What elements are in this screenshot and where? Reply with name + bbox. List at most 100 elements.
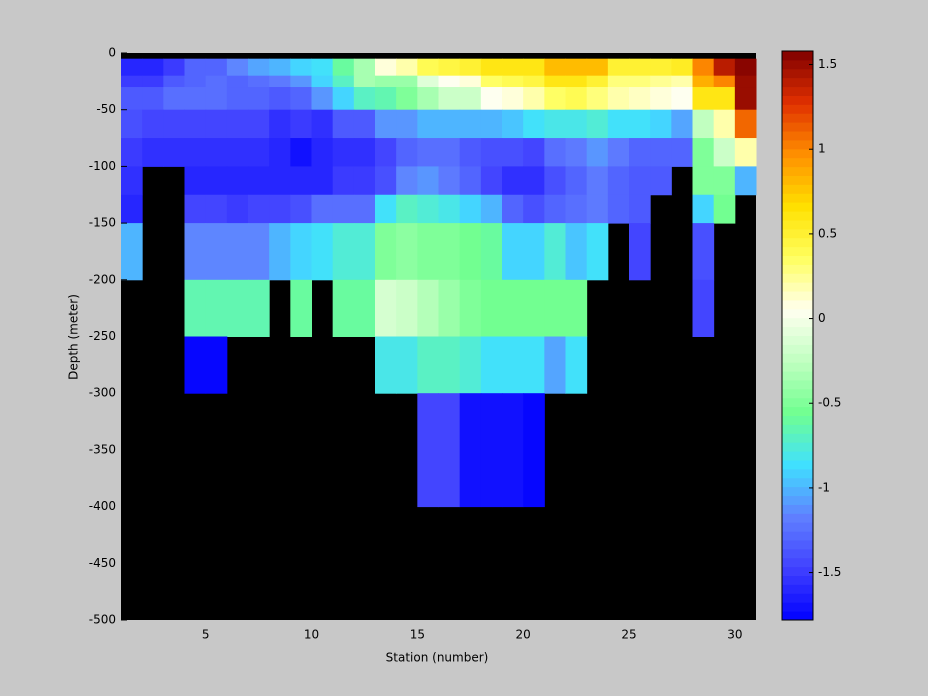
colorbar-swatch xyxy=(782,175,813,185)
colorbar-swatch xyxy=(782,148,813,159)
heatmap-cell xyxy=(163,75,185,88)
colorbar-swatch xyxy=(782,442,813,452)
heatmap-cell xyxy=(671,75,693,88)
heatmap-cell xyxy=(290,138,312,167)
heatmap-cell xyxy=(544,279,566,337)
heatmap-cell xyxy=(226,223,249,281)
heatmap-cell xyxy=(565,166,588,196)
heatmap-cell xyxy=(544,58,566,77)
heatmap-cell xyxy=(375,194,397,224)
heatmap-cell xyxy=(480,87,503,111)
heatmap-cell xyxy=(163,109,185,139)
heatmap-cell xyxy=(523,138,545,167)
colorbar-swatch xyxy=(782,299,813,310)
colorbar-swatch xyxy=(782,246,813,256)
heatmap-cell xyxy=(332,279,355,337)
heatmap-cell xyxy=(396,166,418,196)
heatmap-cell xyxy=(417,75,439,88)
colorbar-swatch xyxy=(782,166,813,176)
heatmap-cell xyxy=(629,138,651,167)
y-tick-label: -500 xyxy=(89,613,116,627)
heatmap-cell xyxy=(269,58,291,77)
heatmap-cell xyxy=(205,194,228,224)
colorbar-swatch xyxy=(782,602,813,612)
heatmap-cell xyxy=(184,109,207,139)
heatmap-cell xyxy=(184,336,207,394)
colorbar-swatch xyxy=(782,344,813,354)
heatmap-cell xyxy=(650,87,672,111)
heatmap-cell xyxy=(607,75,630,88)
heatmap-cell xyxy=(502,194,524,224)
y-tick-label: -50 xyxy=(96,102,116,116)
heatmap-cell xyxy=(396,75,418,88)
colorbar-swatch xyxy=(782,131,813,141)
heatmap-cell xyxy=(713,75,736,88)
heatmap-cell xyxy=(544,336,566,394)
heatmap-cell xyxy=(142,75,164,88)
x-tick-label: 5 xyxy=(202,628,210,642)
heatmap-cell xyxy=(544,223,566,281)
heatmap-cell xyxy=(650,109,672,139)
heatmap-cell xyxy=(417,109,439,139)
heatmap-cell xyxy=(142,138,164,167)
colorbar-swatch xyxy=(782,424,813,434)
y-tick-label: -200 xyxy=(89,272,116,286)
heatmap-cell xyxy=(565,58,588,77)
heatmap-cell xyxy=(713,166,736,196)
heatmap-cell xyxy=(417,138,439,167)
colorbar-swatch xyxy=(782,522,813,532)
y-tick-label: -350 xyxy=(89,442,116,456)
heatmap-cell xyxy=(311,194,334,224)
colorbar-swatch xyxy=(782,566,813,577)
colorbar-swatch xyxy=(782,353,813,363)
colorbar-swatch xyxy=(782,379,813,390)
heatmap-cell xyxy=(523,223,545,281)
heatmap-cell xyxy=(565,87,588,111)
heatmap-cell xyxy=(353,87,376,111)
heatmap-cell xyxy=(438,393,461,508)
colorbar-swatch xyxy=(782,282,813,292)
colorbar-swatch xyxy=(782,548,813,559)
heatmap-cell xyxy=(205,109,228,139)
colorbar-swatch xyxy=(782,397,813,408)
heatmap-cell xyxy=(121,75,143,88)
heatmap-cell xyxy=(226,109,249,139)
heatmap-cell xyxy=(417,223,439,281)
heatmap-cell xyxy=(523,194,545,224)
heatmap-cell xyxy=(502,166,524,196)
heatmap-cell xyxy=(480,194,503,224)
heatmap-cell xyxy=(692,87,715,111)
heatmap-cell xyxy=(713,194,736,224)
heatmap-cell xyxy=(396,138,418,167)
heatmap-cell xyxy=(248,279,270,337)
x-tick-label: 20 xyxy=(516,628,531,642)
heatmap-cell xyxy=(607,194,630,224)
heatmap-cell xyxy=(353,138,376,167)
heatmap-cell xyxy=(375,58,397,77)
heatmap-cell xyxy=(184,279,207,337)
heatmap-cell xyxy=(163,138,185,167)
heatmap-cell xyxy=(396,223,418,281)
heatmap-cell xyxy=(734,75,757,88)
heatmap-cell xyxy=(544,166,566,196)
colorbar-swatch xyxy=(782,611,813,621)
heatmap-cell xyxy=(459,87,482,111)
y-tick-label: -300 xyxy=(89,386,116,400)
heatmap-cell xyxy=(311,138,334,167)
heatmap-cell xyxy=(480,138,503,167)
heatmap-cell xyxy=(121,194,143,224)
heatmap-cell xyxy=(332,58,355,77)
heatmap-cell xyxy=(459,223,482,281)
y-tick-label: 0 xyxy=(108,46,116,60)
heatmap-cell xyxy=(544,75,566,88)
heatmap-cell xyxy=(565,279,588,337)
colorbar-swatch xyxy=(782,513,813,523)
colorbar-swatch xyxy=(782,504,813,514)
heatmap-cell xyxy=(671,109,693,139)
colorbar-swatch xyxy=(782,139,813,150)
heatmap-cell xyxy=(290,279,312,337)
heatmap-cell xyxy=(692,223,715,281)
heatmap-cell xyxy=(353,166,376,196)
colorbar-swatch xyxy=(782,291,813,301)
colorbar-swatch xyxy=(782,219,813,230)
